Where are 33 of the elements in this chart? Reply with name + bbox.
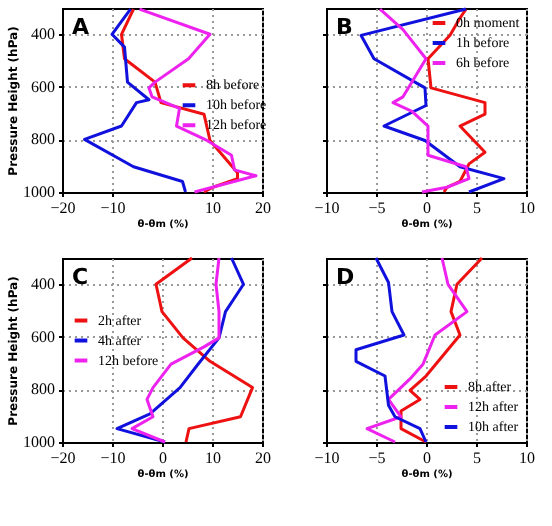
x-tick-label: 5 xyxy=(473,449,481,467)
x-tick-label: −20 xyxy=(50,199,76,217)
x-tick-label: −5 xyxy=(368,449,386,467)
x-tick-label: −10 xyxy=(100,449,126,467)
x-tick-label: 5 xyxy=(473,199,481,217)
x-tick-label: 0 xyxy=(159,449,167,467)
x-tick-label: −10 xyxy=(314,199,340,217)
annotation: B xyxy=(336,14,353,40)
y-tick-label: 1000 xyxy=(23,433,55,451)
line-series xyxy=(115,256,245,444)
y-tick-label: 400 xyxy=(31,25,55,44)
x-tick-label: 10 xyxy=(205,449,221,467)
y-tick-label: 800 xyxy=(31,130,55,149)
annotation: D xyxy=(336,264,355,290)
x-tick-label: 10 xyxy=(205,199,221,217)
x-tick-label: 0 xyxy=(423,199,431,217)
x-tick-label: 0 xyxy=(423,449,431,467)
x-tick-label: −20 xyxy=(50,449,76,467)
annotation: C xyxy=(72,264,89,290)
y-tick-label: 800 xyxy=(31,380,55,399)
y-tick-label: 600 xyxy=(31,77,55,96)
x-tick-label: 10 xyxy=(519,199,535,217)
x-tick-label: −5 xyxy=(368,199,386,217)
line-series xyxy=(154,256,254,444)
y-tick-label: 1000 xyxy=(23,183,55,201)
x-tick-label: 20 xyxy=(255,449,271,467)
x-tick-label: −10 xyxy=(100,199,126,217)
annotation: A xyxy=(72,14,90,40)
x-tick-label: 20 xyxy=(255,199,271,217)
y-tick-label: 400 xyxy=(31,275,55,294)
x-tick-label: 10 xyxy=(519,449,535,467)
x-tick-label: −10 xyxy=(314,449,340,467)
y-tick-label: 600 xyxy=(31,327,55,346)
